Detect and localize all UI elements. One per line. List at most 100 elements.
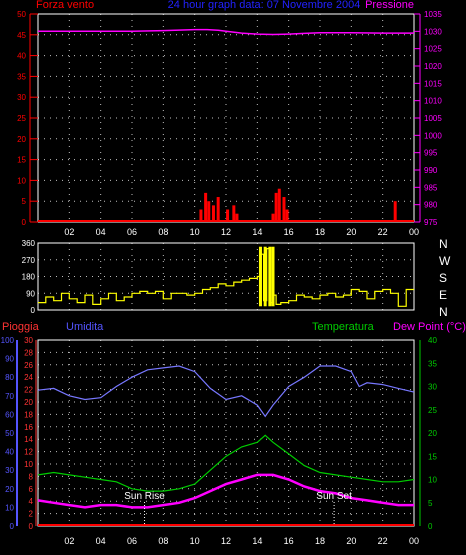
- sun-set-label: Sun Set: [316, 491, 352, 502]
- wind-bar: [393, 201, 397, 222]
- sun-rise-label: Sun Rise: [124, 491, 165, 502]
- humidity-tick-label: 40: [5, 448, 14, 457]
- direction-tick-label: 90: [26, 289, 35, 298]
- wind-direction-burst: [258, 246, 262, 307]
- rain-tick-label: 4: [29, 497, 34, 506]
- top-x-tick-label: 12: [221, 227, 231, 237]
- humidity-tick-label: 70: [5, 392, 14, 401]
- bottom-x-tick-label: 08: [158, 536, 168, 546]
- wind-force-label: Forza vento: [36, 0, 94, 11]
- chart-title: 24 hour graph data: 07 Novembre 2004: [168, 0, 361, 11]
- top-x-tick-label: 10: [190, 227, 200, 237]
- rain-tick-label: 24: [24, 373, 33, 382]
- wind-direction-burst: [271, 246, 275, 307]
- rain-tick-label: 8: [29, 472, 34, 481]
- rain-label: Pioggia: [2, 321, 40, 333]
- wind-bar: [235, 213, 239, 222]
- rain-tick-label: 18: [24, 410, 33, 419]
- wind-tick-label: 0: [22, 218, 27, 227]
- top-x-tick-label: 04: [96, 227, 106, 237]
- wind-bar: [277, 188, 281, 222]
- rain-humidity-temperature-panel: 0102030405060708090100024681012141618202…: [1, 336, 438, 546]
- wind-direction-panel: 0 90 180 270 360: [22, 239, 415, 315]
- pressure-tick-label: 980: [424, 201, 438, 210]
- compass-s: S: [439, 271, 447, 285]
- wind-pressure-panel: 0510152025303540455097598098599099510001…: [17, 10, 442, 237]
- rain-tick-label: 2: [29, 510, 34, 519]
- pressure-tick-label: 995: [424, 149, 438, 158]
- compass-n-bottom: N: [439, 305, 448, 319]
- top-x-tick-label: 14: [252, 227, 262, 237]
- top-x-tick-label: 22: [378, 227, 388, 237]
- wind-bar: [211, 205, 215, 222]
- wind-tick-label: 30: [17, 93, 26, 102]
- temperature-tick-label: 30: [428, 383, 437, 392]
- rain-tick-label: 10: [24, 460, 33, 469]
- wind-direction-burst: [268, 246, 272, 307]
- temperature-tick-label: 20: [428, 429, 437, 438]
- wind-tick-label: 20: [17, 135, 26, 144]
- wind-bar: [232, 205, 236, 222]
- top-x-tick-label: 08: [158, 227, 168, 237]
- pressure-tick-label: 985: [424, 183, 438, 192]
- wind-tick-label: 15: [17, 156, 26, 165]
- rain-tick-label: 6: [29, 485, 34, 494]
- top-x-tick-label: 06: [127, 227, 137, 237]
- bottom-x-tick-label: 02: [64, 536, 74, 546]
- wind-tick-label: 35: [17, 72, 26, 81]
- wind-bar: [285, 209, 289, 222]
- bottom-x-tick-label: 00: [409, 536, 419, 546]
- rain-tick-label: 20: [24, 398, 33, 407]
- rain-tick-label: 26: [24, 361, 33, 370]
- rain-tick-label: 16: [24, 423, 33, 432]
- wind-bar: [204, 192, 208, 222]
- bottom-x-tick-label: 22: [378, 536, 388, 546]
- dewpoint-line: [37, 473, 414, 509]
- bottom-x-tick-label: 16: [284, 536, 294, 546]
- rain-tick-label: 30: [24, 336, 33, 345]
- pressure-line: [38, 28, 414, 36]
- temperature-tick-label: 15: [428, 452, 437, 461]
- wind-pressure-frame: [37, 13, 415, 223]
- wind-tick-label: 10: [17, 176, 26, 185]
- direction-tick-label: 180: [22, 273, 36, 282]
- humidity-tick-label: 80: [5, 373, 14, 382]
- pressure-tick-label: 1015: [424, 79, 442, 88]
- wind-tick-label: 50: [17, 10, 26, 19]
- wind-tick-label: 25: [17, 114, 26, 123]
- rain-tick-label: 12: [24, 448, 33, 457]
- humidity-line: [37, 365, 415, 418]
- compass-n-top: N: [439, 237, 448, 251]
- humidity-label: Umidita: [66, 321, 104, 333]
- direction-tick-label: 270: [22, 256, 36, 265]
- compass-w: W: [439, 254, 451, 268]
- bottom-x-tick-label: 20: [346, 536, 356, 546]
- temperature-label: Temperatura: [312, 321, 375, 333]
- wind-direction-line: [38, 248, 414, 307]
- compass-e: E: [439, 288, 447, 302]
- pressure-tick-label: 1030: [424, 27, 442, 36]
- bottom-x-tick-label: 06: [127, 536, 137, 546]
- wind-tick-label: 40: [17, 52, 26, 61]
- pressure-tick-label: 1020: [424, 62, 442, 71]
- humidity-tick-label: 60: [5, 410, 14, 419]
- bottom-x-tick-label: 10: [190, 536, 200, 546]
- wind-bar: [216, 197, 220, 222]
- top-x-tick-label: 18: [315, 227, 325, 237]
- bottom-x-tick-label: 14: [252, 536, 262, 546]
- temperature-line: [37, 434, 415, 492]
- top-x-tick-label: 02: [64, 227, 74, 237]
- pressure-tick-label: 1000: [424, 131, 442, 140]
- temperature-tick-label: 40: [428, 336, 437, 345]
- temperature-tick-label: 25: [428, 406, 437, 415]
- direction-tick-label: 0: [31, 306, 36, 315]
- pressure-tick-label: 1025: [424, 45, 442, 54]
- bottom-x-tick-label: 04: [96, 536, 106, 546]
- rain-tick-label: 22: [24, 386, 33, 395]
- humidity-tick-label: 100: [1, 336, 15, 345]
- rain-tick-label: 0: [29, 522, 34, 531]
- wind-bar: [226, 209, 230, 222]
- wind-bar: [199, 209, 203, 222]
- pressure-tick-label: 990: [424, 166, 438, 175]
